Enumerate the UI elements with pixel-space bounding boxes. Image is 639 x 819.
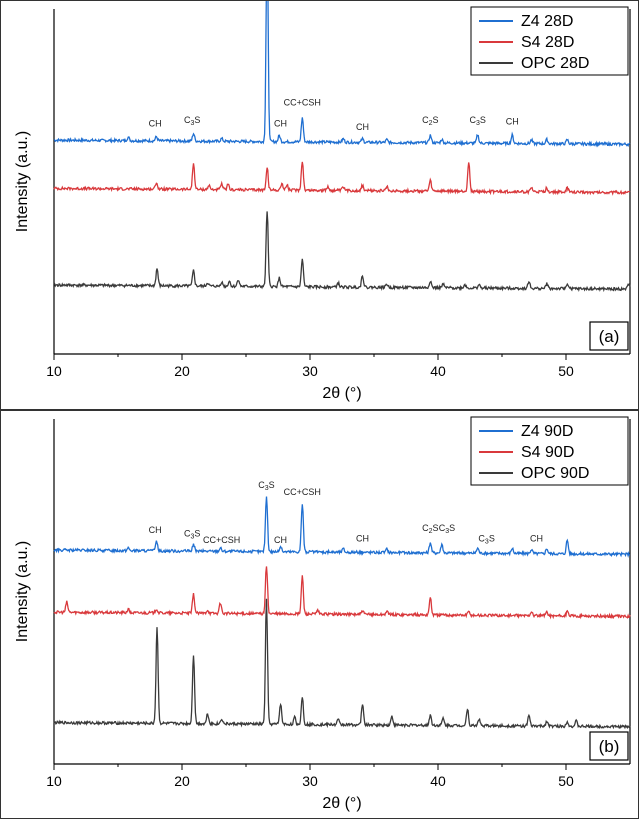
peak-annotation: CC+CSH xyxy=(284,487,321,497)
peak-annotation: CH xyxy=(356,122,369,132)
peak-annotation: CH xyxy=(356,533,369,543)
legend-entry: Z4 28D xyxy=(521,13,573,30)
peak-annotation: CH xyxy=(149,525,162,535)
x-tick-label: 10 xyxy=(46,363,62,379)
legend-entry: S4 28D xyxy=(521,34,574,51)
panel-b: 10 20 30 40 50 2θ (°) Intensity (a.u.) CH C3S CC+… xyxy=(0,410,639,819)
series-line xyxy=(53,496,631,559)
series-line xyxy=(53,1,631,148)
x-axis-title: 2θ (°) xyxy=(322,385,361,402)
x-tick-label: 20 xyxy=(174,773,190,789)
peak-annotation: C3S xyxy=(184,115,200,127)
peak-annotation: CH xyxy=(506,117,519,127)
x-axis-title: 2θ (°) xyxy=(322,795,361,812)
x-tick-label: 40 xyxy=(430,363,446,379)
peak-annotation: C2S xyxy=(422,523,438,535)
panel-a: 10 20 30 40 50 2θ (°) Intensity (a.u.) CH C3S C3S… xyxy=(0,0,639,410)
peak-annotation: C3S xyxy=(478,533,494,545)
legend-entry: OPC 90D xyxy=(521,465,589,482)
peak-annotation: C3S xyxy=(469,115,485,127)
legend-entry: S4 90D xyxy=(521,444,574,461)
series-line xyxy=(53,598,631,730)
y-axis-title: Intensity (a.u.) xyxy=(14,541,31,642)
panel-label-box xyxy=(589,731,629,761)
x-tick-label: 40 xyxy=(430,773,446,789)
panel-label: (a) xyxy=(599,327,620,346)
peak-annotation: CC+CSH xyxy=(203,535,240,545)
peak-annotation: C3S xyxy=(439,523,455,535)
xrd-chart-a: 10 20 30 40 50 2θ (°) Intensity (a.u.) CH C3S C3S… xyxy=(14,1,631,402)
peak-annotation: CC+CSH xyxy=(284,98,321,108)
series-line xyxy=(53,161,631,196)
peak-annotation: CH xyxy=(274,118,287,128)
peak-annotation: C3S xyxy=(258,480,274,492)
x-tick-label: 20 xyxy=(174,363,190,379)
series-line xyxy=(53,211,631,293)
panel-label-box xyxy=(589,321,629,351)
peak-annotation: C3S xyxy=(184,528,200,540)
peak-annotation: CH xyxy=(149,118,162,128)
x-tick-label: 10 xyxy=(46,773,62,789)
x-tick-label: 30 xyxy=(302,773,318,789)
panel-label: (b) xyxy=(599,737,620,756)
series-line xyxy=(53,566,631,620)
x-tick-label: 50 xyxy=(558,363,574,379)
y-axis-title: Intensity (a.u.) xyxy=(14,131,31,232)
x-tick-label: 30 xyxy=(302,363,318,379)
x-tick-label: 50 xyxy=(558,773,574,789)
peak-annotation: CH xyxy=(274,535,287,545)
peak-annotation: C2S xyxy=(422,115,438,127)
legend-entry: OPC 28D xyxy=(521,55,589,72)
peak-annotation: CH xyxy=(530,533,543,543)
legend-entry: Z4 90D xyxy=(521,423,573,440)
